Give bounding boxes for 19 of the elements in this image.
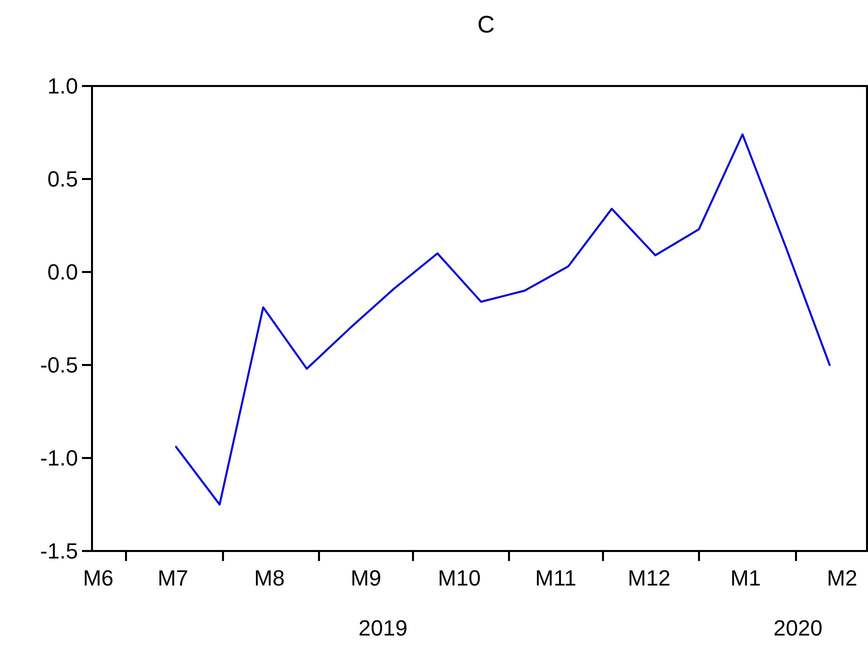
chart-title: C: [477, 12, 495, 38]
text: 2019: [358, 616, 408, 640]
text: 2020: [774, 616, 822, 640]
y-tick-label: -1.0: [40, 446, 78, 470]
x-tick-label: M10: [438, 566, 481, 590]
x-tick-label: M7: [158, 566, 188, 590]
y-tick-label: 0.0: [47, 260, 78, 284]
x-tick-label: M1: [730, 566, 761, 590]
y-tick-label: 1.0: [47, 74, 78, 98]
x-tick-label: M2: [826, 566, 858, 590]
x-tick-label: M8: [254, 566, 285, 590]
x-tick-label: M11: [535, 566, 576, 590]
y-tick-label: -1.5: [40, 538, 78, 564]
x-tick-label: M12: [628, 566, 671, 590]
line-series: [175, 133, 831, 506]
y-tick-label: 0.5: [47, 166, 78, 192]
x-tick-label: M9: [350, 566, 382, 590]
x-tick-label: M6: [82, 566, 114, 590]
y-tick-label: -0.5: [40, 352, 78, 378]
